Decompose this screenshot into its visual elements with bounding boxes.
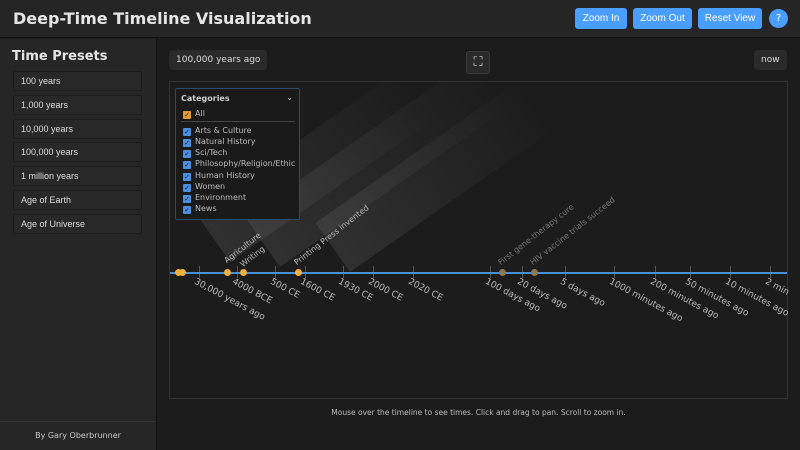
categories-title: Categories <box>181 94 230 103</box>
timeline-axis <box>170 272 787 274</box>
checkbox-icon[interactable]: ✓ <box>183 195 191 203</box>
preset-1-million-years[interactable]: 1 million years <box>13 166 142 186</box>
event-dot[interactable] <box>240 269 247 276</box>
preset-10000-years[interactable]: 10,000 years <box>13 119 142 139</box>
checkbox-icon[interactable]: ✓ <box>183 161 191 169</box>
category-label: Environment <box>195 193 247 202</box>
category-label: Natural History <box>195 137 256 146</box>
checkbox-icon[interactable]: ✓ <box>183 173 191 181</box>
zoom-in-button[interactable]: Zoom In <box>575 8 627 29</box>
checkbox-icon[interactable]: ✓ <box>183 184 191 192</box>
event-dot[interactable] <box>295 269 302 276</box>
category-human-history[interactable]: ✓ Human History <box>183 171 255 181</box>
checkbox-icon[interactable]: ✓ <box>183 150 191 158</box>
page-title: Deep-Time Timeline Visualization <box>13 9 312 28</box>
category-label: Women <box>195 182 226 191</box>
sidebar: Time Presets 100 years 1,000 years 10,00… <box>0 39 157 450</box>
event-dot[interactable] <box>179 269 186 276</box>
reset-view-button[interactable]: Reset View <box>698 8 762 29</box>
preset-age-of-earth[interactable]: Age of Earth <box>13 190 142 210</box>
category-label: Arts & Culture <box>195 126 252 135</box>
category-label: Sci/Tech <box>195 148 228 157</box>
category-environment[interactable]: ✓ Environment <box>183 193 246 203</box>
usage-hint: Mouse over the timeline to see times. Cl… <box>331 408 626 417</box>
category-news[interactable]: ✓ News <box>183 204 217 214</box>
category-philosophy[interactable]: ✓ Philosophy/Religion/Ethic <box>183 159 295 169</box>
zoom-out-button[interactable]: Zoom Out <box>633 8 692 29</box>
categories-panel: Categories ⌄ ✓ All ✓ Arts & Culture ✓ Natur… <box>175 88 300 220</box>
category-natural-history[interactable]: ✓ Natural History <box>183 137 256 147</box>
start-time-label: 100,000 years ago <box>169 50 268 70</box>
preset-100-years[interactable]: 100 years <box>13 71 142 91</box>
credit: By Gary Oberbrunner <box>0 421 156 450</box>
expand-icon[interactable]: ⛶ <box>466 51 490 74</box>
preset-100000-years[interactable]: 100,000 years <box>13 142 142 162</box>
checkbox-icon[interactable]: ✓ <box>183 206 191 214</box>
help-button[interactable]: ? <box>769 9 788 28</box>
checkbox-icon[interactable]: ✓ <box>183 128 191 136</box>
category-label: Philosophy/Religion/Ethic <box>195 159 296 168</box>
checkbox-icon[interactable]: ✓ <box>183 139 191 147</box>
sidebar-title: Time Presets <box>12 49 108 64</box>
event-dot[interactable] <box>224 269 231 276</box>
category-label: News <box>195 204 217 213</box>
category-label: Human History <box>195 171 255 180</box>
chevron-down-icon[interactable]: ⌄ <box>286 93 293 102</box>
preset-age-of-universe[interactable]: Age of Universe <box>13 214 142 234</box>
event-dot[interactable] <box>175 269 182 276</box>
category-label: All <box>195 109 205 118</box>
event-dot[interactable] <box>531 269 538 276</box>
event-dot[interactable] <box>499 269 506 276</box>
checkbox-icon[interactable]: ✓ <box>183 111 191 119</box>
category-women[interactable]: ✓ Women <box>183 182 225 192</box>
category-arts-culture[interactable]: ✓ Arts & Culture <box>183 126 252 136</box>
header: Deep-Time Timeline Visualization Zoom In… <box>0 0 800 38</box>
preset-1000-years[interactable]: 1,000 years <box>13 95 142 115</box>
end-time-label: now <box>754 50 787 70</box>
divider <box>181 121 295 122</box>
category-sci-tech[interactable]: ✓ Sci/Tech <box>183 148 227 158</box>
category-all[interactable]: ✓ All <box>183 109 205 119</box>
